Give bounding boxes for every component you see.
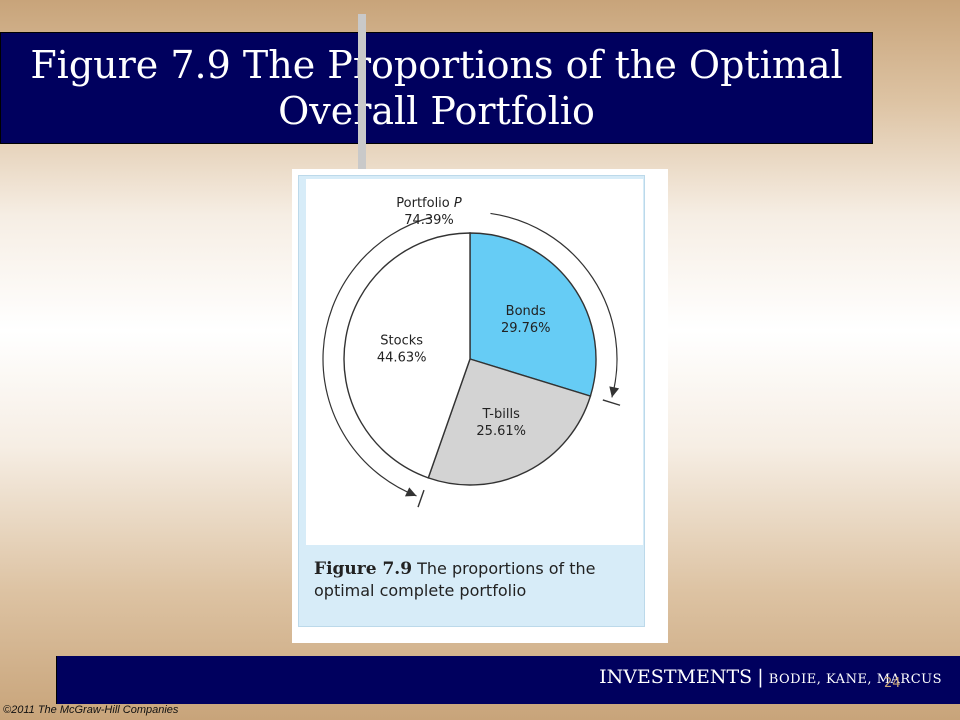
- arrowhead-left: [404, 487, 417, 497]
- slice-value-label: 44.63%: [377, 350, 427, 365]
- boundary-tick-bonds: [602, 399, 621, 406]
- figure-panel: Bonds 29.76% T-bills 25.61% Stocks 44.63% Port…: [292, 169, 668, 643]
- pie-chart: Bonds 29.76% T-bills 25.61% Stocks 44.63% Port…: [322, 196, 621, 508]
- footer-separator: |: [757, 666, 764, 688]
- footer-authors: BODIE, KANE, MARCUS: [768, 672, 942, 687]
- slide-title-line-2: Overall Portfolio: [278, 89, 595, 133]
- portfolio-arc-left: [322, 216, 433, 497]
- portfolio-arc-right: [490, 212, 618, 398]
- pie-slice-stocks: [343, 232, 471, 479]
- footer-investments: INVESTMENTS: [599, 666, 753, 688]
- boundary-tick-stocks: [417, 489, 425, 508]
- slice-name-label: Bonds: [506, 304, 546, 319]
- caption-figure-label: Figure 7.9: [314, 559, 413, 579]
- pie-slice-bonds: [469, 232, 597, 398]
- slide-title-line-1: Figure 7.9 The Proportions of the Optima…: [30, 43, 843, 87]
- page-number: 24: [884, 676, 901, 691]
- caption-text: The proportions of the optimal complete …: [314, 559, 596, 600]
- footer-text: INVESTMENTS | BODIE, KANE, MARCUS: [599, 666, 942, 688]
- arrowhead-right: [609, 386, 620, 398]
- figure-caption: Figure 7.9 The proportions of the optima…: [314, 558, 644, 602]
- slide-title-bar: Figure 7.9 The Proportions of the Optima…: [0, 32, 873, 144]
- pie-slice-t-bills: [427, 358, 592, 486]
- copyright-notice: ©2011 The McGraw-Hill Companies: [3, 704, 179, 716]
- footer-bar: INVESTMENTS | BODIE, KANE, MARCUS: [56, 656, 960, 704]
- slice-name-label: T-bills: [482, 407, 521, 422]
- portfolio-label-p: P: [454, 196, 462, 211]
- portfolio-label: Portfolio P: [396, 196, 462, 211]
- slice-value-label: 25.61%: [476, 424, 526, 439]
- slice-value-label: 29.76%: [501, 321, 551, 336]
- portfolio-value: 74.39%: [404, 213, 454, 228]
- slice-name-label: Stocks: [380, 333, 423, 348]
